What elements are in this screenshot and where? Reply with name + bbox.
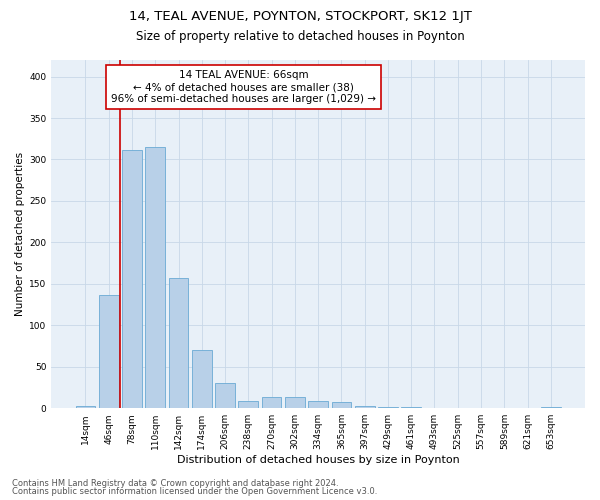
Bar <box>541 406 561 408</box>
Bar <box>192 350 212 408</box>
Text: Contains public sector information licensed under the Open Government Licence v3: Contains public sector information licen… <box>12 487 377 496</box>
Text: 14 TEAL AVENUE: 66sqm
← 4% of detached houses are smaller (38)
96% of semi-detac: 14 TEAL AVENUE: 66sqm ← 4% of detached h… <box>111 70 376 104</box>
Bar <box>215 384 235 408</box>
Bar <box>262 398 281 408</box>
Text: 14, TEAL AVENUE, POYNTON, STOCKPORT, SK12 1JT: 14, TEAL AVENUE, POYNTON, STOCKPORT, SK1… <box>128 10 472 23</box>
Bar <box>285 396 305 408</box>
Bar <box>99 296 119 408</box>
Bar <box>355 406 374 408</box>
Bar <box>122 150 142 408</box>
Bar <box>332 402 352 408</box>
Text: Contains HM Land Registry data © Crown copyright and database right 2024.: Contains HM Land Registry data © Crown c… <box>12 478 338 488</box>
X-axis label: Distribution of detached houses by size in Poynton: Distribution of detached houses by size … <box>177 455 460 465</box>
Bar <box>308 400 328 408</box>
Bar <box>145 147 165 408</box>
Bar <box>238 400 258 408</box>
Text: Size of property relative to detached houses in Poynton: Size of property relative to detached ho… <box>136 30 464 43</box>
Bar <box>169 278 188 408</box>
Y-axis label: Number of detached properties: Number of detached properties <box>15 152 25 316</box>
Bar <box>76 406 95 408</box>
Bar <box>378 406 398 408</box>
